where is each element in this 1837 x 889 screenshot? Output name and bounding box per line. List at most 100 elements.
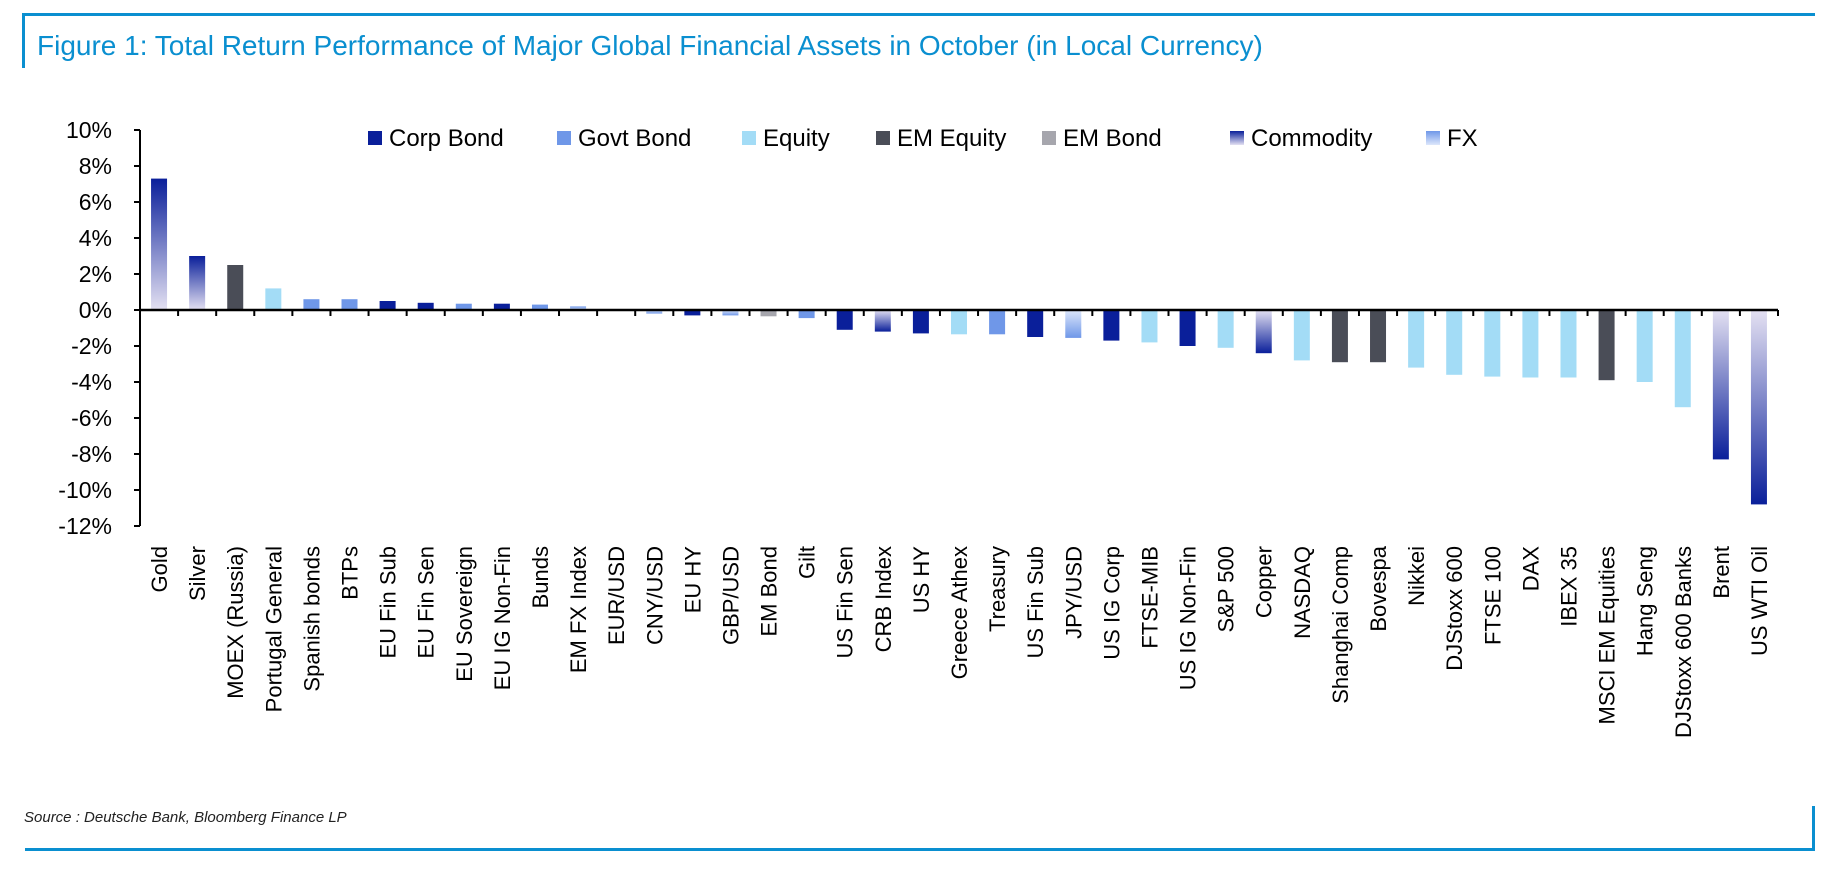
x-tick-label: Bunds	[528, 546, 553, 608]
bar	[1179, 310, 1196, 346]
bar	[760, 310, 777, 317]
y-tick-label: 0%	[79, 297, 112, 323]
bar	[722, 310, 739, 316]
x-tick-label: US WTI Oil	[1747, 546, 1772, 656]
x-tick-label: Copper	[1252, 546, 1277, 618]
x-tick-label: EU Fin Sen	[414, 546, 439, 659]
x-tick-label: DAX	[1518, 546, 1543, 592]
bar	[1560, 310, 1577, 378]
bar	[1712, 310, 1729, 460]
legend-swatch	[1230, 131, 1244, 145]
legend: Corp Bond Govt Bond Equity EM Equity EM Bond…	[368, 125, 1478, 152]
bar	[912, 310, 929, 334]
x-tick-label: Hang Seng	[1633, 546, 1658, 656]
y-tick-label: 8%	[79, 153, 112, 179]
x-tick-label: US HY	[909, 546, 934, 614]
bar	[1293, 310, 1310, 361]
y-tick-label: 4%	[79, 225, 112, 251]
y-tick-label: 2%	[79, 261, 112, 287]
bar	[874, 310, 891, 332]
x-tick-label: S&P 500	[1214, 546, 1239, 632]
legend-label: EM Bond	[1063, 125, 1162, 152]
x-tick-label: MSCI EM Equities	[1595, 546, 1620, 725]
x-tick-label: FTSE 100	[1480, 546, 1505, 645]
bar	[189, 256, 206, 310]
legend-swatch	[876, 131, 890, 145]
x-tick-label: CRB Index	[871, 546, 896, 652]
x-tick-label: US IG Corp	[1099, 546, 1124, 660]
legend-label: EM Equity	[897, 125, 1006, 152]
header-left-rule	[22, 13, 25, 68]
y-tick-label: 6%	[79, 189, 112, 215]
bar	[1674, 310, 1691, 408]
x-axis: Gold Silver MOEX (Russia) Portugal General S…	[139, 308, 1779, 738]
bar	[531, 304, 548, 310]
bar	[1636, 310, 1653, 382]
x-tick-label: Shanghai Comp	[1328, 546, 1353, 704]
x-tick-label: MOEX (Russia)	[223, 546, 248, 699]
legend-label: Corp Bond	[389, 125, 504, 152]
x-tick-label: EU Fin Sub	[376, 546, 401, 659]
y-tick-label: -2%	[71, 333, 112, 359]
bar	[1217, 310, 1234, 348]
x-tick-label: Gold	[147, 546, 172, 592]
bar-chart: 10% 8% 6% 4% 2% 0% -2% -4% -6% -8% -10% -12% Gold Si…	[58, 117, 1779, 738]
bar	[493, 303, 510, 310]
bar	[455, 303, 472, 310]
x-tick-label: Nikkei	[1404, 546, 1429, 606]
x-tick-label: GBP/USD	[718, 546, 743, 645]
bar	[227, 265, 244, 310]
x-tick-label: IBEX 35	[1556, 546, 1581, 627]
legend-label: Commodity	[1251, 125, 1372, 152]
y-tick-label: 10%	[66, 117, 112, 143]
legend-label: Govt Bond	[578, 125, 691, 152]
x-tick-label: US Fin Sub	[1023, 546, 1048, 659]
x-tick-label: DJStoxx 600 Banks	[1671, 546, 1696, 738]
x-tick-label: CNY/USD	[642, 546, 667, 645]
y-tick-label: -10%	[58, 477, 112, 503]
bar	[1484, 310, 1501, 377]
bar	[341, 299, 358, 310]
legend-label: FX	[1447, 125, 1478, 152]
bar	[836, 310, 853, 330]
x-tick-label: FTSE-MIB	[1137, 546, 1162, 649]
bar	[1331, 310, 1348, 363]
bar	[1065, 310, 1082, 338]
y-tick-label: -6%	[71, 405, 112, 431]
x-tick-label: Silver	[185, 546, 210, 601]
x-tick-label: EU HY	[680, 546, 705, 614]
y-tick-label: -8%	[71, 441, 112, 467]
source-note: Source : Deutsche Bank, Bloomberg Financ…	[24, 809, 347, 826]
bar	[646, 310, 663, 314]
bar	[570, 306, 587, 310]
bar	[417, 302, 434, 310]
bar	[989, 310, 1006, 335]
header-top-rule	[22, 13, 1815, 16]
x-tick-label: JPY/USD	[1061, 546, 1086, 639]
bar	[798, 310, 815, 319]
y-axis: 10% 8% 6% 4% 2% 0% -2% -4% -6% -8% -10% -12%	[58, 117, 141, 539]
bar	[303, 299, 320, 310]
x-tick-label: Treasury	[985, 546, 1010, 632]
bar	[684, 310, 701, 316]
bars	[151, 178, 1767, 505]
x-tick-label: Greece Athex	[947, 546, 972, 679]
x-tick-label: Brent	[1709, 546, 1734, 599]
x-tick-label: EU IG Non-Fin	[490, 546, 515, 690]
bar	[1750, 310, 1767, 505]
bar	[951, 310, 967, 335]
x-tick-label: Portugal General	[261, 546, 286, 712]
bar	[1522, 310, 1539, 378]
figure-title: Figure 1: Total Return Performance of Ma…	[37, 30, 1263, 61]
bar	[1446, 310, 1463, 375]
x-tick-label: Spanish bonds	[299, 546, 324, 692]
bar	[1027, 310, 1044, 337]
legend-swatch	[557, 131, 571, 145]
x-tick-label: US IG Non-Fin	[1176, 546, 1201, 690]
x-tick-label: NASDAQ	[1290, 546, 1315, 639]
y-tick-label: -12%	[58, 513, 112, 539]
legend-swatch	[742, 131, 756, 145]
footer-bottom-rule	[25, 848, 1815, 851]
bar	[1370, 310, 1387, 363]
bar	[1408, 310, 1425, 368]
